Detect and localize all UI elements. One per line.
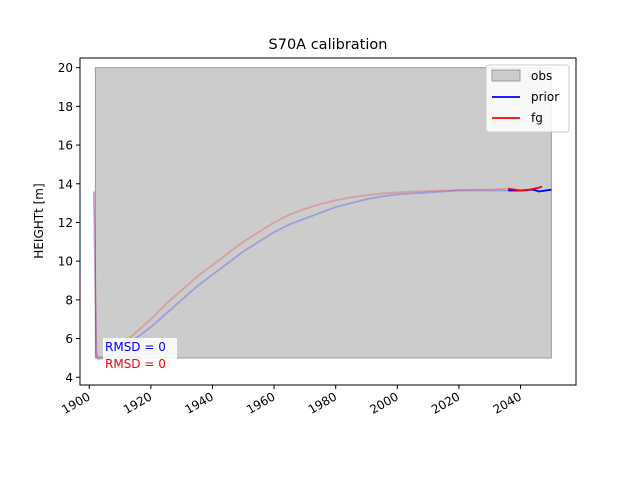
series-line-fg-recent xyxy=(508,185,543,192)
axes-frame xyxy=(79,57,577,386)
rmsd-annotation-prior: RMSD = 0 xyxy=(105,340,166,354)
legend-label-obs: obs xyxy=(531,69,552,83)
legend-label-fg: fg xyxy=(531,111,543,125)
y-tick-label: 18 xyxy=(58,100,73,114)
y-tick-label: 16 xyxy=(58,139,73,153)
plot-area xyxy=(93,67,552,361)
obs-band xyxy=(94,67,552,359)
y-tick-label: 6 xyxy=(65,332,73,346)
chart-title: S70A calibration xyxy=(269,37,388,53)
y-axis: 4 6 8 10 12 14 16 18 20 xyxy=(58,61,80,385)
series-line-prior xyxy=(93,188,552,361)
y-tick-label: 20 xyxy=(58,61,73,75)
series-line-fg xyxy=(93,185,543,360)
y-tick-label: 4 xyxy=(65,371,73,385)
y-axis-label: HEIGHTt [m] xyxy=(32,183,46,258)
annotation-background xyxy=(103,338,177,372)
y-tick-label: 8 xyxy=(65,293,73,307)
legend: obs prior fg xyxy=(485,64,570,133)
legend-swatch-obs xyxy=(491,69,521,82)
legend-label-prior: prior xyxy=(531,90,559,104)
legend-box xyxy=(485,64,570,133)
y-tick-label: 14 xyxy=(58,177,73,191)
y-tick-label: 12 xyxy=(58,216,73,230)
rmsd-annotation-fg: RMSD = 0 xyxy=(105,357,166,371)
rmsd-annotations: RMSD = 0 RMSD = 0 xyxy=(103,338,177,372)
y-tick-label: 10 xyxy=(58,255,73,269)
